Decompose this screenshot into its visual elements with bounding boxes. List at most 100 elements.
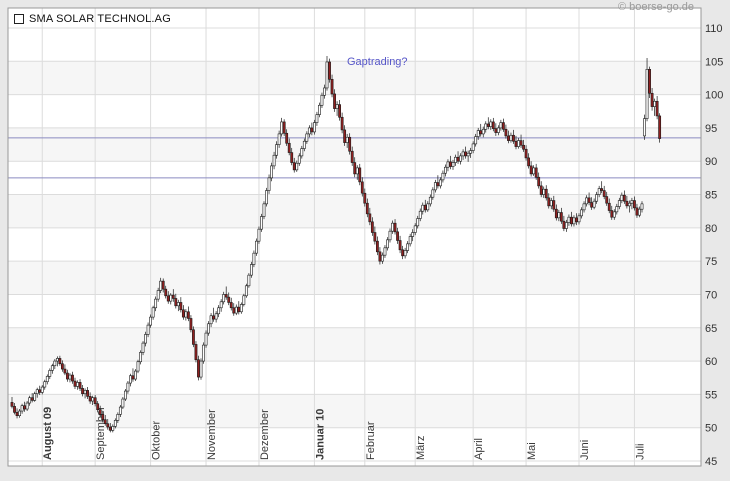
- candle: [116, 414, 120, 421]
- candle: [464, 151, 468, 157]
- candle: [45, 376, 49, 383]
- candle: [250, 264, 253, 276]
- candle: [267, 177, 271, 191]
- candle: [113, 420, 117, 427]
- legend-marker-icon: [14, 14, 24, 24]
- candle: [43, 381, 47, 388]
- candle: [340, 116, 344, 131]
- candle: [50, 365, 54, 371]
- candle: [433, 182, 437, 191]
- candle: [98, 409, 102, 415]
- candle: [451, 162, 455, 167]
- candle: [219, 301, 223, 309]
- candle: [164, 288, 168, 297]
- candle: [436, 182, 440, 187]
- candle: [121, 398, 125, 408]
- candle: [86, 390, 90, 397]
- candle: [612, 211, 616, 218]
- candle: [365, 202, 369, 215]
- candle: [638, 208, 641, 216]
- candle: [471, 143, 475, 151]
- candle: [479, 130, 483, 135]
- candle: [30, 397, 34, 401]
- x-month-label: Oktober: [151, 421, 163, 460]
- candle: [83, 390, 87, 395]
- candle: [265, 190, 268, 205]
- candle: [446, 161, 450, 168]
- candle: [272, 154, 276, 167]
- candle: [227, 296, 231, 303]
- candle: [166, 295, 170, 302]
- candle: [408, 236, 412, 245]
- candle: [386, 239, 389, 249]
- candle: [496, 127, 500, 133]
- candle: [383, 247, 387, 256]
- candle: [187, 311, 190, 319]
- legend-label: SMA SOLAR TECHNOL.AG: [29, 13, 171, 25]
- candle: [13, 406, 16, 413]
- candle: [499, 122, 503, 129]
- candle: [194, 344, 198, 361]
- candle: [512, 134, 515, 142]
- candle: [413, 225, 417, 233]
- candle: [378, 251, 382, 262]
- candle: [48, 370, 52, 377]
- candle: [136, 361, 140, 372]
- candle: [325, 61, 329, 89]
- candle: [527, 157, 531, 167]
- candle: [532, 167, 536, 175]
- candle: [519, 140, 523, 146]
- y-tick-label: 105: [705, 56, 723, 68]
- y-tick-label: 70: [705, 289, 717, 301]
- candle: [96, 403, 100, 411]
- candle: [625, 200, 629, 207]
- candle: [358, 167, 362, 183]
- candle: [484, 123, 488, 130]
- candle: [257, 228, 261, 242]
- y-tick-label: 90: [705, 156, 717, 168]
- candle: [68, 374, 72, 380]
- legend: SMA SOLAR TECHNOL.AG: [14, 13, 171, 25]
- candle: [139, 352, 142, 363]
- y-tick-label: 60: [705, 356, 717, 368]
- candle: [461, 151, 465, 157]
- candle: [658, 115, 662, 139]
- y-tick-label: 75: [705, 256, 717, 268]
- candle: [469, 150, 473, 154]
- candles: [10, 55, 662, 433]
- candle: [559, 212, 563, 222]
- candle: [234, 306, 238, 314]
- y-tick-label: 50: [705, 423, 717, 435]
- candle: [567, 216, 571, 223]
- candle: [232, 307, 236, 314]
- candle: [517, 140, 520, 147]
- watermark: © boerse-go.de: [618, 1, 694, 13]
- candle: [229, 302, 233, 309]
- candle: [161, 280, 165, 290]
- candle: [381, 254, 384, 262]
- candle: [154, 298, 158, 309]
- candle: [290, 152, 294, 163]
- candle: [63, 368, 67, 374]
- candle: [600, 188, 604, 191]
- candle: [197, 359, 200, 378]
- candle: [653, 100, 657, 107]
- candle: [595, 194, 599, 202]
- candle: [431, 189, 435, 198]
- gap-annotation: Gaptrading?: [347, 56, 408, 68]
- candle: [174, 298, 178, 307]
- candle: [401, 249, 405, 257]
- analysis-lines: [8, 137, 701, 179]
- candle: [466, 152, 470, 157]
- candle: [375, 240, 379, 253]
- candle: [222, 294, 226, 303]
- candle: [489, 121, 493, 127]
- candle: [204, 332, 208, 346]
- candle: [277, 133, 281, 145]
- candle: [295, 162, 299, 171]
- candle: [547, 197, 551, 207]
- candle: [217, 307, 221, 315]
- candle: [315, 114, 319, 123]
- candle: [426, 203, 430, 211]
